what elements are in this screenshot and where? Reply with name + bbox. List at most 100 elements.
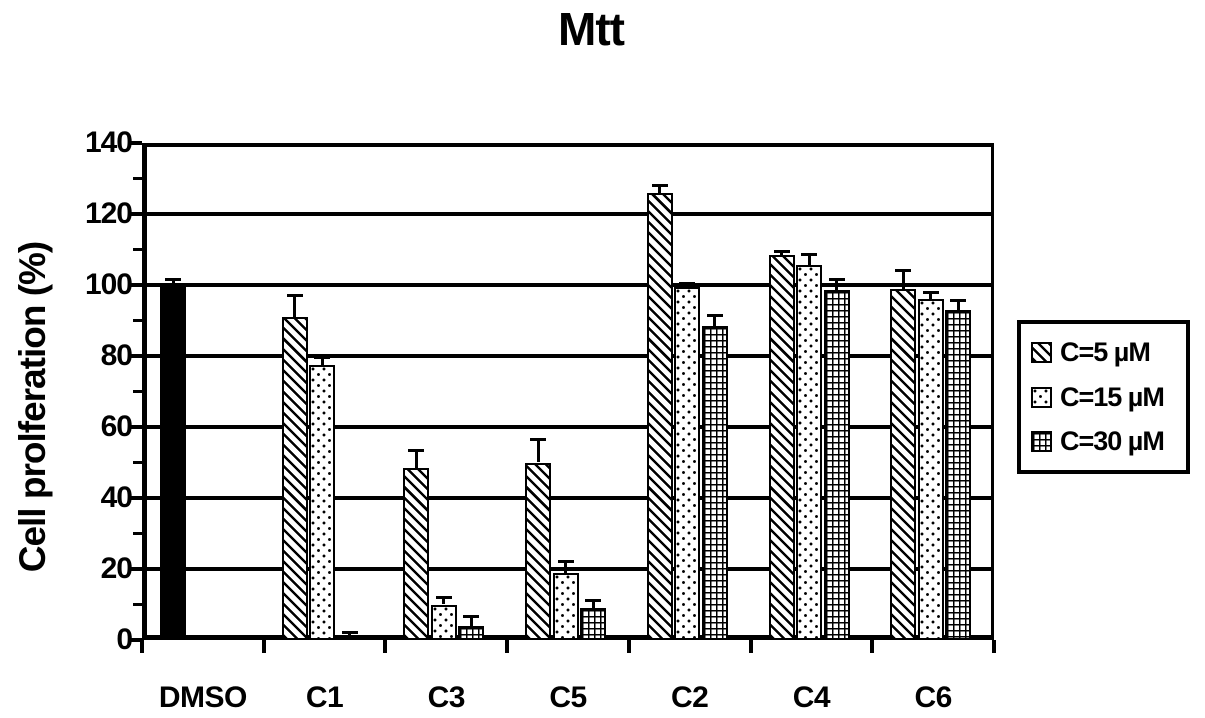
C5-series2-error-cap bbox=[585, 599, 602, 603]
y-tick-label-80: 80 bbox=[100, 339, 133, 372]
y-tick-label-40: 40 bbox=[100, 481, 133, 514]
C2-series1-bar bbox=[674, 286, 701, 640]
C2-series2-error-cap bbox=[706, 313, 723, 317]
y-tick-label-0: 0 bbox=[116, 623, 133, 656]
gridline-y-20 bbox=[142, 567, 994, 571]
x-tick-label-dmso: DMSO bbox=[158, 681, 248, 714]
x-tick-label-c3: C3 bbox=[427, 681, 466, 714]
x-tick-4 bbox=[626, 640, 631, 653]
C3-series0-error-stem bbox=[414, 450, 418, 468]
C2-series1-error-cap bbox=[679, 281, 696, 285]
legend-swatch-dots bbox=[1031, 386, 1052, 408]
legend: C=5 µM C=15 µM C=30 µM bbox=[1017, 320, 1190, 474]
y-minor-tick-70 bbox=[133, 390, 142, 393]
control-DMSO-error-cap bbox=[165, 278, 181, 282]
C4-series1-error-cap bbox=[801, 253, 818, 257]
C1-series2-bar bbox=[336, 636, 363, 641]
C1-series0-bar bbox=[281, 316, 308, 640]
C6-series2-error-stem bbox=[956, 300, 960, 310]
y-major-tick-0 bbox=[128, 638, 142, 642]
y-major-tick-60 bbox=[128, 425, 142, 429]
y-minor-tick-110 bbox=[133, 248, 142, 251]
C6-series1-error-stem bbox=[929, 292, 933, 300]
y-axis-line bbox=[142, 143, 147, 640]
y-major-tick-80 bbox=[128, 354, 142, 358]
legend-item-1: C=5 µM bbox=[1031, 337, 1186, 368]
C5-series1-error-cap bbox=[557, 560, 574, 564]
chart-title: Mtt bbox=[558, 3, 625, 55]
y-axis-label: Cell prolferation (%) bbox=[12, 241, 53, 573]
C1-series0-error-cap bbox=[286, 294, 303, 298]
C1-series2-error-stem bbox=[348, 632, 352, 637]
y-major-tick-120 bbox=[128, 212, 142, 216]
C2-series2-error-stem bbox=[713, 315, 717, 326]
y-minor-tick-30 bbox=[133, 532, 142, 535]
C2-series0-bar bbox=[646, 192, 673, 640]
x-tick-1 bbox=[261, 640, 266, 653]
legend-label-3: C=30 µM bbox=[1060, 425, 1165, 456]
C4-series1-bar bbox=[796, 265, 823, 640]
y-minor-tick-130 bbox=[133, 177, 142, 180]
legend-label-2: C=15 µM bbox=[1060, 381, 1165, 412]
x-tick-6 bbox=[870, 640, 875, 653]
C6-series1-error-cap bbox=[922, 290, 939, 294]
C4-series2-error-stem bbox=[835, 279, 839, 291]
C1-series0-error-stem bbox=[293, 295, 297, 317]
C2-series2-bar bbox=[701, 325, 728, 640]
C4-series2-error-cap bbox=[828, 278, 845, 282]
x-tick-label-c6: C6 bbox=[914, 681, 952, 714]
y-tick-label-120: 120 bbox=[84, 197, 133, 230]
y-minor-tick-90 bbox=[133, 319, 142, 322]
y-major-tick-140 bbox=[128, 141, 142, 145]
C5-series2-bar bbox=[580, 608, 607, 640]
C2-series0-error-stem bbox=[658, 185, 662, 193]
x-tick-5 bbox=[748, 640, 753, 653]
C6-series0-error-cap bbox=[895, 269, 912, 273]
C6-series0-error-stem bbox=[901, 270, 905, 289]
x-tick-2 bbox=[383, 640, 388, 653]
C5-series1-bar bbox=[552, 572, 579, 640]
C5-series0-error-stem bbox=[536, 439, 540, 463]
plot-right-border bbox=[991, 143, 994, 640]
x-tick-label-c5: C5 bbox=[549, 681, 587, 714]
gridline-y-100 bbox=[142, 283, 994, 287]
C3-series2-bar bbox=[458, 625, 485, 640]
C1-series1-error-cap bbox=[314, 356, 331, 360]
x-tick-label-c2: C2 bbox=[671, 681, 709, 714]
C3-series0-error-cap bbox=[408, 448, 425, 452]
C4-series0-error-cap bbox=[773, 249, 790, 253]
gridline-y-60 bbox=[142, 425, 994, 429]
C6-series2-bar bbox=[945, 309, 972, 640]
y-minor-tick-50 bbox=[133, 461, 142, 464]
y-tick-label-100: 100 bbox=[84, 268, 133, 301]
C3-series2-error-stem bbox=[469, 616, 473, 626]
C4-series2-bar bbox=[823, 290, 850, 640]
gridline-y-120 bbox=[142, 212, 994, 216]
control-DMSO-bar bbox=[160, 285, 186, 640]
legend-swatch-grid bbox=[1031, 430, 1052, 452]
C5-series0-bar bbox=[525, 462, 552, 640]
C4-series0-error-stem bbox=[780, 251, 784, 255]
C5-series1-error-stem bbox=[564, 561, 568, 573]
x-tick-0 bbox=[140, 640, 144, 653]
gridline-y-40 bbox=[142, 496, 994, 500]
control-DMSO-error-stem bbox=[171, 279, 175, 285]
x-tick-label-c1: C1 bbox=[305, 681, 344, 714]
y-tick-label-20: 20 bbox=[100, 552, 133, 585]
C6-series1-bar bbox=[917, 299, 944, 640]
x-tick-label-c4: C4 bbox=[792, 681, 831, 714]
C6-series0-bar bbox=[890, 288, 917, 640]
y-major-tick-40 bbox=[128, 496, 142, 500]
C6-series2-error-cap bbox=[950, 299, 967, 303]
gridline-y-140 bbox=[142, 143, 994, 147]
C4-series0-bar bbox=[768, 254, 795, 640]
C1-series2-error-cap bbox=[341, 631, 358, 635]
x-tick-7 bbox=[992, 640, 996, 653]
C1-series1-error-stem bbox=[320, 357, 324, 365]
C4-series1-error-stem bbox=[807, 254, 811, 266]
y-major-tick-20 bbox=[128, 567, 142, 571]
plot-area bbox=[128, 141, 996, 653]
legend-label-1: C=5 µM bbox=[1060, 337, 1151, 368]
y-major-tick-100 bbox=[128, 283, 142, 287]
